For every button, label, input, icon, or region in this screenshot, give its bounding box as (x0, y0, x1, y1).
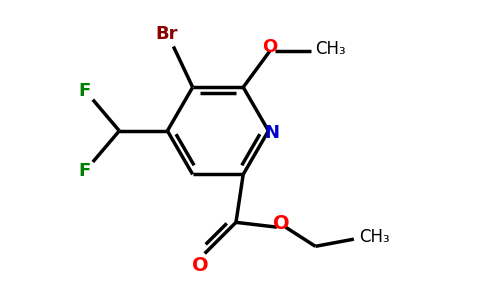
Text: CH₃: CH₃ (316, 40, 346, 58)
Text: Br: Br (155, 26, 178, 44)
Text: F: F (78, 82, 91, 100)
Text: F: F (78, 162, 91, 180)
Text: CH₃: CH₃ (359, 228, 390, 246)
Text: O: O (262, 38, 277, 56)
Text: O: O (192, 256, 208, 275)
Text: O: O (273, 214, 290, 233)
Text: N: N (265, 124, 280, 142)
